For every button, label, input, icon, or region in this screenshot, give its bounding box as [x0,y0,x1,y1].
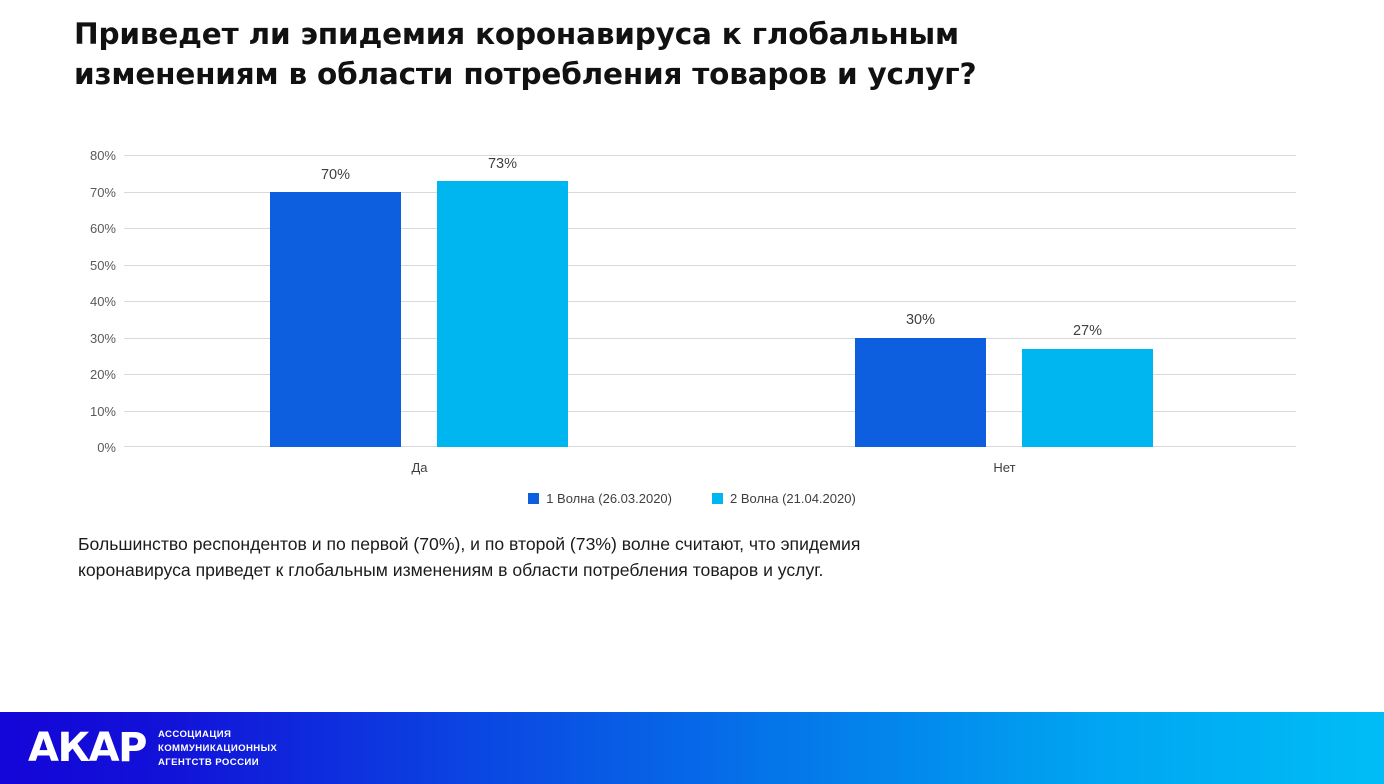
y-tick-60: 60% [89,221,116,236]
y-tick-40: 40% [89,294,116,309]
gridline-20 [124,374,1296,375]
y-tick-70: 70% [89,184,116,200]
gridline-0 [124,446,1296,447]
legend-item-wave1[interactable]: 1 Волна (26.03.2020) [528,491,672,506]
gridline-50 [124,264,1296,266]
y-tick-10: 10% [89,403,116,419]
bar-value-net-wave2: 27% [1072,323,1103,339]
gridline-70 [124,191,1296,193]
x-category-da: Да [411,460,428,475]
body-text-line-1: Большинство респондентов и по первой (70… [78,534,861,554]
bar-net-wave2[interactable] [1022,348,1153,447]
akar-logo-subtitle: АССОЦИАЦИЯ КОММУНИКАЦИОННЫХ АГЕНТСТВ РОС… [157,729,278,768]
gridline-10 [124,410,1296,412]
bar-value-net-wave1: 30% [905,312,936,328]
x-category-net: Нет [993,460,1016,475]
y-tick-50: 50% [89,257,116,273]
y-tick-0: 0% [97,440,116,455]
chart-legend: 1 Волна (26.03.2020) 2 Волна (21.04.2020… [0,491,1384,506]
body-text: Большинство респондентов и по первой (70… [78,532,1306,584]
y-axis: 80% 70% 60% 50% 40% 30% 20% 10% 0% [64,149,116,454]
bar-chart: 80% 70% 60% 50% 40% 30% 20% 10% 0% [0,149,1384,506]
bar-da-wave2[interactable] [437,180,568,447]
body-text-line-2: коронавируса приведет к глобальным измен… [78,559,824,580]
gridline-40 [124,301,1296,302]
legend-swatch-icon-wave2 [712,493,723,504]
bar-da-wave1[interactable] [270,191,401,447]
plot-area [124,155,1296,447]
footer-bar: АКАР АССОЦИАЦИЯ КОММУНИКАЦИОННЫХ АГЕНТСТ… [0,712,1384,784]
gridline-60 [124,228,1296,229]
legend-item-wave2[interactable]: 2 Волна (21.04.2020) [712,491,856,506]
gridline-30 [124,337,1296,339]
legend-swatch-icon-wave1 [528,493,540,504]
y-tick-20: 20% [89,367,116,382]
bar-value-da-wave1: 70% [320,167,351,183]
legend-label-wave1: 1 Волна (26.03.2020) [546,491,672,506]
bar-net-wave1[interactable] [855,337,986,447]
page-title: Приведет ли эпидемия коронавируса к глоб… [74,17,977,92]
footer-logo-group: АКАР АССОЦИАЦИЯ КОММУНИКАЦИОННЫХ АГЕНТСТ… [28,726,277,770]
bar-value-da-wave2: 73% [487,156,518,172]
gridline-80 [124,155,1296,156]
y-tick-30: 30% [89,330,116,346]
y-tick-80: 80% [89,148,116,163]
legend-label-wave2: 2 Волна (21.04.2020) [730,491,856,506]
akar-logo: АКАР [28,724,147,771]
